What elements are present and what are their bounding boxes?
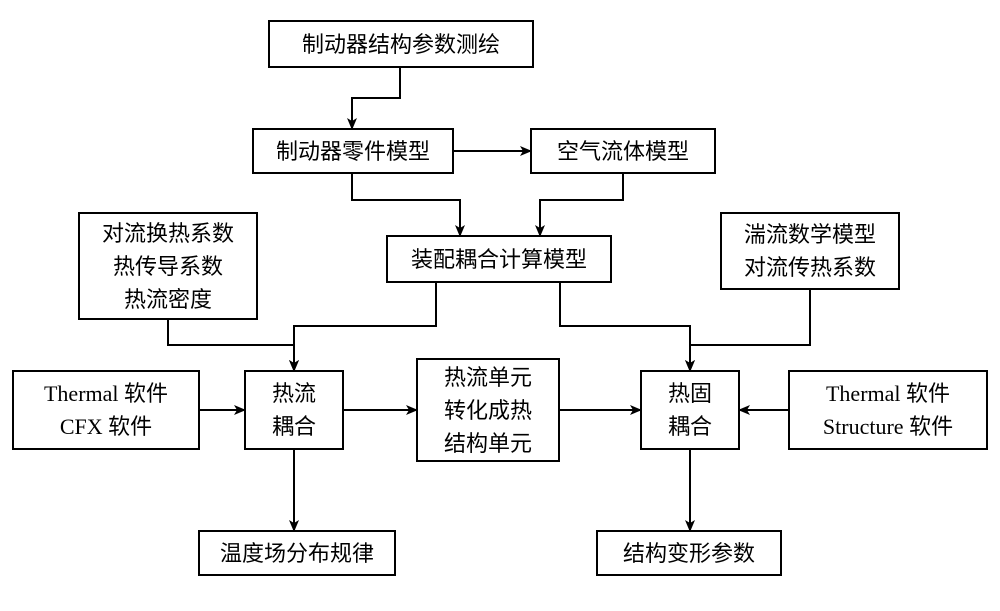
flowchart-node-n13: 结构变形参数	[596, 530, 782, 576]
flowchart-node-n11: Thermal 软件Structure 软件	[788, 370, 988, 450]
node-label: 温度场分布规律	[220, 537, 374, 570]
node-label: 制动器结构参数测绘	[302, 28, 500, 61]
edge-n2-n5	[352, 174, 460, 235]
node-label: 结构变形参数	[623, 537, 755, 570]
node-label: 对流换热系数热传导系数热流密度	[102, 217, 234, 316]
node-label: 热流耦合	[272, 377, 316, 443]
flowchart-node-n8: 热流耦合	[244, 370, 344, 450]
edge-n3-n5	[540, 174, 623, 235]
flowchart-node-n2: 制动器零件模型	[252, 128, 454, 174]
node-label: 湍流数学模型对流传热系数	[744, 218, 876, 284]
flowchart-node-n5: 装配耦合计算模型	[386, 235, 612, 283]
node-label: 装配耦合计算模型	[411, 243, 587, 276]
flowchart-node-n1: 制动器结构参数测绘	[268, 20, 534, 68]
flowchart-node-n4: 对流换热系数热传导系数热流密度	[78, 212, 258, 320]
node-label: 热流单元转化成热结构单元	[444, 361, 532, 460]
flowchart-node-n9: 热流单元转化成热结构单元	[416, 358, 560, 462]
node-label: 空气流体模型	[557, 135, 689, 168]
node-label: Thermal 软件Structure 软件	[823, 377, 953, 443]
flowchart-node-n10: 热固耦合	[640, 370, 740, 450]
node-label: 热固耦合	[668, 377, 712, 443]
flowchart-node-n7: Thermal 软件CFX 软件	[12, 370, 200, 450]
edge-n5-n10	[560, 283, 690, 370]
flowchart-node-n3: 空气流体模型	[530, 128, 716, 174]
edge-n6-n10	[690, 290, 810, 370]
node-label: Thermal 软件CFX 软件	[44, 377, 168, 443]
edge-n5-n8	[294, 283, 436, 370]
flowchart-node-n12: 温度场分布规律	[198, 530, 396, 576]
edge-n4-n8	[168, 320, 294, 370]
flowchart-node-n6: 湍流数学模型对流传热系数	[720, 212, 900, 290]
node-label: 制动器零件模型	[276, 135, 430, 168]
edge-n1-n2	[352, 68, 400, 128]
